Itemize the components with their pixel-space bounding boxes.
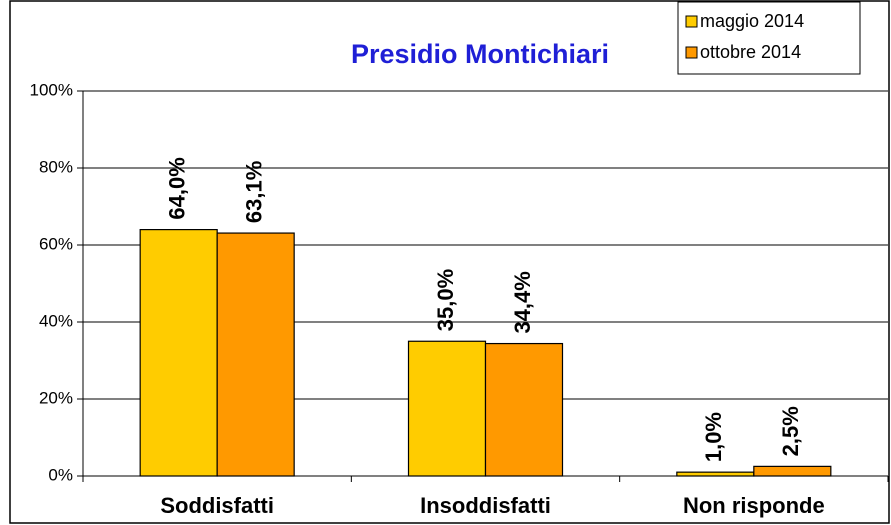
y-tick-label: 20% [39, 388, 73, 407]
legend-label: ottobre 2014 [700, 42, 801, 62]
legend-swatch [685, 15, 698, 28]
data-label: 1,0% [701, 412, 726, 462]
bar [676, 471, 755, 477]
x-tick-label: Non risponde [683, 493, 825, 518]
data-label: 63,1% [241, 161, 266, 223]
y-tick-label: 100% [30, 80, 73, 99]
y-tick-label: 60% [39, 234, 73, 253]
data-label: 2,5% [778, 406, 803, 456]
legend-box [677, 1, 861, 75]
bar [753, 465, 832, 477]
x-tick-label: Soddisfatti [160, 493, 274, 518]
bar [139, 229, 218, 477]
y-tick-label: 0% [48, 465, 73, 484]
y-tick-label: 40% [39, 311, 73, 330]
data-label: 34,4% [510, 271, 535, 333]
chart-title: Presidio Montichiari [351, 39, 609, 69]
bar [407, 340, 487, 477]
x-tick-label: Insoddisfatti [420, 493, 551, 518]
legend-label: maggio 2014 [700, 11, 804, 31]
bar [216, 232, 295, 477]
legend-swatch [685, 46, 698, 59]
bar [484, 342, 564, 477]
data-label: 35,0% [433, 269, 458, 331]
data-label: 64,0% [164, 157, 189, 219]
y-tick-label: 80% [39, 157, 73, 176]
